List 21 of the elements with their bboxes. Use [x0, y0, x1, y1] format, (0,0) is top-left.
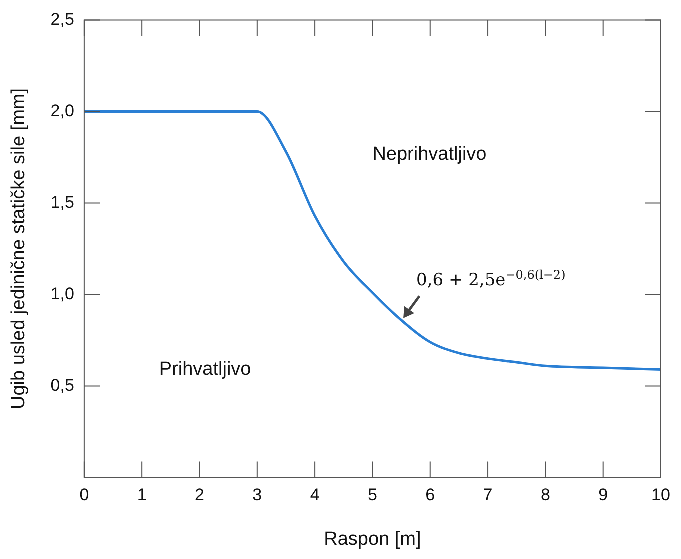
x-tick-label: 3: [252, 486, 262, 505]
annotation: Prihvatljivo: [159, 358, 252, 381]
x-tick-label: 8: [540, 486, 550, 505]
y-tick-label: 2,0: [50, 101, 74, 120]
y-axis-title: Ugib usled jedinične statičke sile [mm]: [8, 88, 30, 410]
annotation: Neprihvatljivo: [372, 144, 487, 166]
x-axis-title: Raspon [m]: [324, 528, 422, 550]
annotation: 0,6 + 2,5e$^{−0,6(l−2)}$: [416, 268, 566, 292]
x-tick-label: 5: [368, 486, 378, 505]
x-tick-label: 9: [598, 486, 608, 505]
x-tick-label: 0: [80, 486, 90, 505]
y-tick-label: 2,5: [50, 10, 74, 29]
x-tick-label: 6: [426, 486, 436, 505]
y-tick-label: 0,5: [50, 376, 74, 395]
x-tick-label: 4: [310, 486, 320, 505]
x-tick-label: 10: [652, 486, 670, 505]
y-tick-label: 1,5: [50, 192, 74, 212]
x-tick-label: 7: [483, 486, 493, 505]
x-tick-label: 1: [137, 486, 147, 505]
x-tick-label: 2: [195, 486, 204, 505]
y-tick-label: 1,0: [50, 284, 74, 304]
